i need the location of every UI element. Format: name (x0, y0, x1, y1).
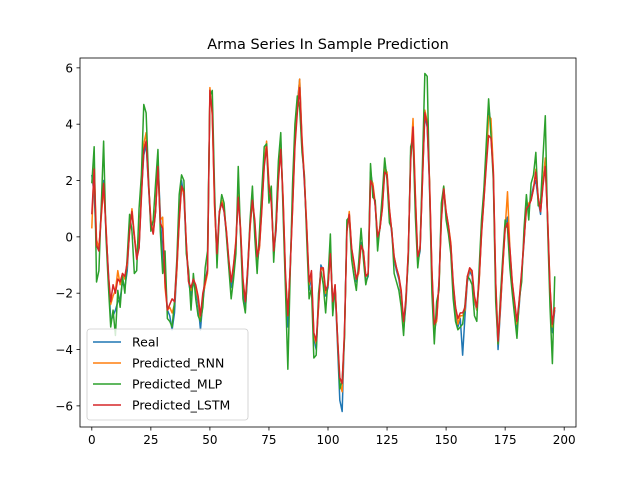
y-tick-label: 6 (65, 61, 73, 75)
y-tick-label: −4 (55, 343, 73, 357)
x-tick-label: 125 (376, 433, 399, 447)
legend-label: Real (132, 335, 159, 350)
plot-area: 0 25 50 75 100 125 150 175 200 −6 −4 −2 0 2 4 6 Real Pred… (55, 57, 577, 447)
y-tick-label: −2 (55, 287, 73, 301)
x-tick-label: 200 (553, 433, 576, 447)
x-tick-label: 0 (88, 433, 96, 447)
series-line-predicted-lstm (91, 86, 556, 385)
x-tick-label: 50 (202, 433, 217, 447)
x-tick-label: 150 (435, 433, 458, 447)
chart-title: Arma Series In Sample Prediction (207, 37, 449, 53)
legend-box (86, 328, 249, 421)
y-tick-label: 0 (65, 230, 73, 244)
x-tick-label: 25 (143, 433, 158, 447)
y-tick-label: 2 (65, 174, 73, 188)
legend-label: Predicted_MLP (132, 377, 223, 392)
x-tick-label: 100 (317, 433, 340, 447)
legend-label: Predicted_RNN (132, 356, 224, 371)
x-tick-label: 75 (261, 433, 276, 447)
y-tick-label: 4 (65, 118, 73, 132)
legend-label: Predicted_LSTM (132, 398, 230, 413)
x-tick-label: 175 (494, 433, 517, 447)
y-tick-label: −6 (55, 399, 73, 413)
